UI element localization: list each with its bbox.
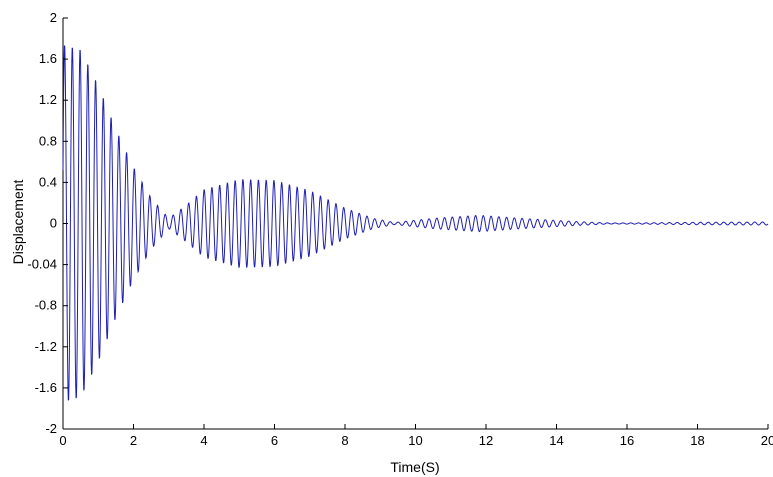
y-axis-title: Displacement	[10, 179, 26, 264]
y-tick-label: 2	[50, 10, 57, 25]
x-tick-label: 16	[620, 433, 634, 448]
y-tick-label: -1.2	[35, 339, 57, 354]
x-tick-label: 8	[341, 433, 348, 448]
y-tick-label: -1.6	[35, 380, 57, 395]
y-tick-label: -0.8	[35, 298, 57, 313]
y-tick-label: 0	[50, 216, 57, 231]
x-tick-label: 0	[59, 433, 66, 448]
x-tick-label: 18	[690, 433, 704, 448]
series-layer	[62, 45, 769, 401]
x-tick-label: 10	[408, 433, 422, 448]
x-tick-label: 4	[200, 433, 207, 448]
y-tick-label: 1.2	[39, 92, 57, 107]
displacement-series-line	[62, 45, 769, 401]
x-tick-label: 6	[271, 433, 278, 448]
y-tick-label: 0.4	[39, 174, 57, 189]
x-tick-label: 2	[130, 433, 137, 448]
x-tick-label: 14	[549, 433, 563, 448]
y-tick-label: -0.04	[27, 257, 57, 272]
ticks-layer: 0 2 4 6 8 10 12 14 16 18 20 2 1.6 1.2 0.8 0.4 0 -0.04 -0.8…	[27, 10, 773, 448]
x-tick-label: 12	[479, 433, 493, 448]
y-tick-label: 0.8	[39, 133, 57, 148]
y-tick-label: -2	[45, 421, 57, 436]
x-axis-title: Time(S)	[390, 459, 439, 475]
y-tick-label: 1.6	[39, 51, 57, 66]
x-tick-label: 20	[761, 433, 773, 448]
